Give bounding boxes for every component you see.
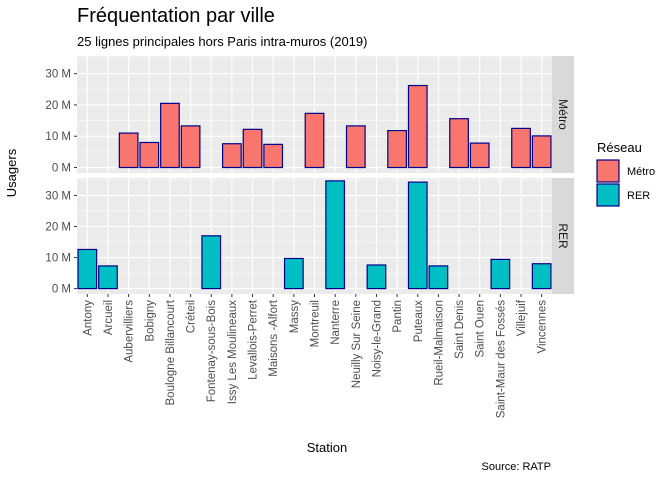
x-tick-label: Puteaux bbox=[413, 300, 425, 342]
y-tick-label: 20 M bbox=[45, 222, 71, 234]
bar-m-tro-bobigny bbox=[139, 141, 160, 169]
legend-label: RER bbox=[627, 190, 650, 202]
panel-m-tro: 0 M 10 M 20 M 30 M Métro bbox=[45, 56, 574, 175]
y-tick-label: 30 M bbox=[45, 190, 71, 202]
facet-strip-label: RER bbox=[556, 223, 570, 249]
x-tick-label: Nanterre bbox=[330, 300, 342, 345]
x-tick-label: Issy Les Moulineaux bbox=[227, 300, 239, 404]
legend-key-rer bbox=[596, 183, 620, 207]
y-axis-title: Usagers bbox=[4, 148, 19, 197]
legend-key-m-tro bbox=[596, 159, 620, 183]
bar-rer-noisy-le-grand bbox=[366, 264, 387, 290]
bar-rer-nanterre bbox=[325, 180, 346, 290]
bar-rer-massy bbox=[283, 257, 304, 290]
x-tick-label: Arcueil bbox=[103, 300, 115, 335]
bar-m-tro-neuilly-sur-seine bbox=[345, 125, 366, 169]
panel-rer: 0 M 10 M 20 M 30 M RER bbox=[45, 178, 574, 296]
x-tick-label: Villejuif bbox=[516, 299, 528, 336]
bar-m-tro-montreuil bbox=[304, 112, 325, 169]
x-tick-label: Bobigny bbox=[144, 300, 156, 342]
bar-rer-arcueil bbox=[98, 265, 118, 290]
x-tick-label: Antony bbox=[82, 300, 94, 336]
facet-strip-label: Métro bbox=[556, 99, 570, 130]
bar-m-tro-boulogne-billancourt bbox=[160, 102, 180, 169]
y-tick-label: 30 M bbox=[45, 69, 71, 81]
x-axis-title: Station bbox=[307, 440, 347, 455]
bar-m-tro-aubervilliers bbox=[118, 132, 139, 169]
bar-rer-fontenay-sous-bois bbox=[201, 235, 222, 290]
chart-subtitle: 25 lignes principales hors Paris intra-m… bbox=[77, 34, 367, 49]
x-tick-label: Pantin bbox=[392, 300, 404, 333]
x-tick-label: Neuilly Sur Seine bbox=[351, 300, 363, 388]
legend-label: Métro bbox=[627, 166, 655, 178]
y-tick-label: 0 M bbox=[52, 284, 71, 296]
bar-m-tro-levallois-perret bbox=[242, 128, 263, 169]
bar-rer-vincennes bbox=[531, 263, 552, 290]
y-tick-label: 0 M bbox=[52, 163, 71, 175]
x-tick-label: Boulogne Billancourt bbox=[165, 299, 177, 405]
bar-m-tro-maisons-alfort bbox=[263, 143, 284, 169]
chart-caption: Source: RATP bbox=[482, 461, 552, 473]
x-tick-label: Levallois-Perret bbox=[248, 299, 260, 380]
facet-strip bbox=[552, 178, 574, 294]
x-tick-label: Saint Ouen bbox=[475, 300, 487, 358]
bar-rer-puteaux bbox=[407, 181, 428, 290]
bar-m-tro-saint-ouen bbox=[469, 142, 490, 169]
x-tick-label: Noisy-le-Grand bbox=[371, 300, 383, 377]
bar-rer-antony bbox=[77, 248, 98, 290]
x-axis: Antony Arcueil Aubervilliers Bobigny Boulogn… bbox=[82, 294, 549, 418]
bar-m-tro-puteaux bbox=[407, 84, 428, 169]
x-tick-label: Aubervilliers bbox=[124, 300, 136, 363]
chart-title: Fréquentation par ville bbox=[77, 5, 275, 27]
y-tick-label: 10 M bbox=[45, 253, 71, 265]
x-tick-label: Montreuil bbox=[310, 300, 322, 347]
x-tick-label: Saint-Maur des Fossés bbox=[495, 300, 507, 418]
x-tick-label: Vincennes bbox=[537, 300, 549, 354]
bar-m-tro-saint-denis bbox=[449, 118, 469, 169]
bar-rer-rueil-malmaison bbox=[428, 265, 449, 290]
x-tick-label: Rueil-Malmaison bbox=[433, 300, 445, 386]
x-tick-label: Maisons -Alfort bbox=[268, 299, 280, 376]
bar-m-tro-cr-teil bbox=[180, 125, 201, 169]
legend-title: Réseau bbox=[597, 140, 642, 155]
y-tick-label: 10 M bbox=[45, 131, 71, 143]
bar-m-tro-villejuif bbox=[511, 127, 531, 169]
legend: Réseau Métro RER bbox=[596, 140, 655, 207]
x-tick-label: Fontenay-sous-Bois bbox=[206, 300, 218, 403]
x-tick-label: Saint Denis bbox=[454, 300, 466, 359]
bar-m-tro-vincennes bbox=[531, 135, 552, 169]
x-tick-label: Créteil bbox=[186, 300, 198, 333]
bar-m-tro-pantin bbox=[387, 129, 408, 169]
x-tick-label: Massy bbox=[289, 300, 301, 333]
bar-m-tro-issy-les-moulineaux bbox=[221, 143, 242, 169]
facet-strip bbox=[552, 56, 574, 173]
bar-rer-saint-maur-des-foss-s bbox=[490, 258, 511, 290]
y-tick-label: 20 M bbox=[45, 100, 71, 112]
